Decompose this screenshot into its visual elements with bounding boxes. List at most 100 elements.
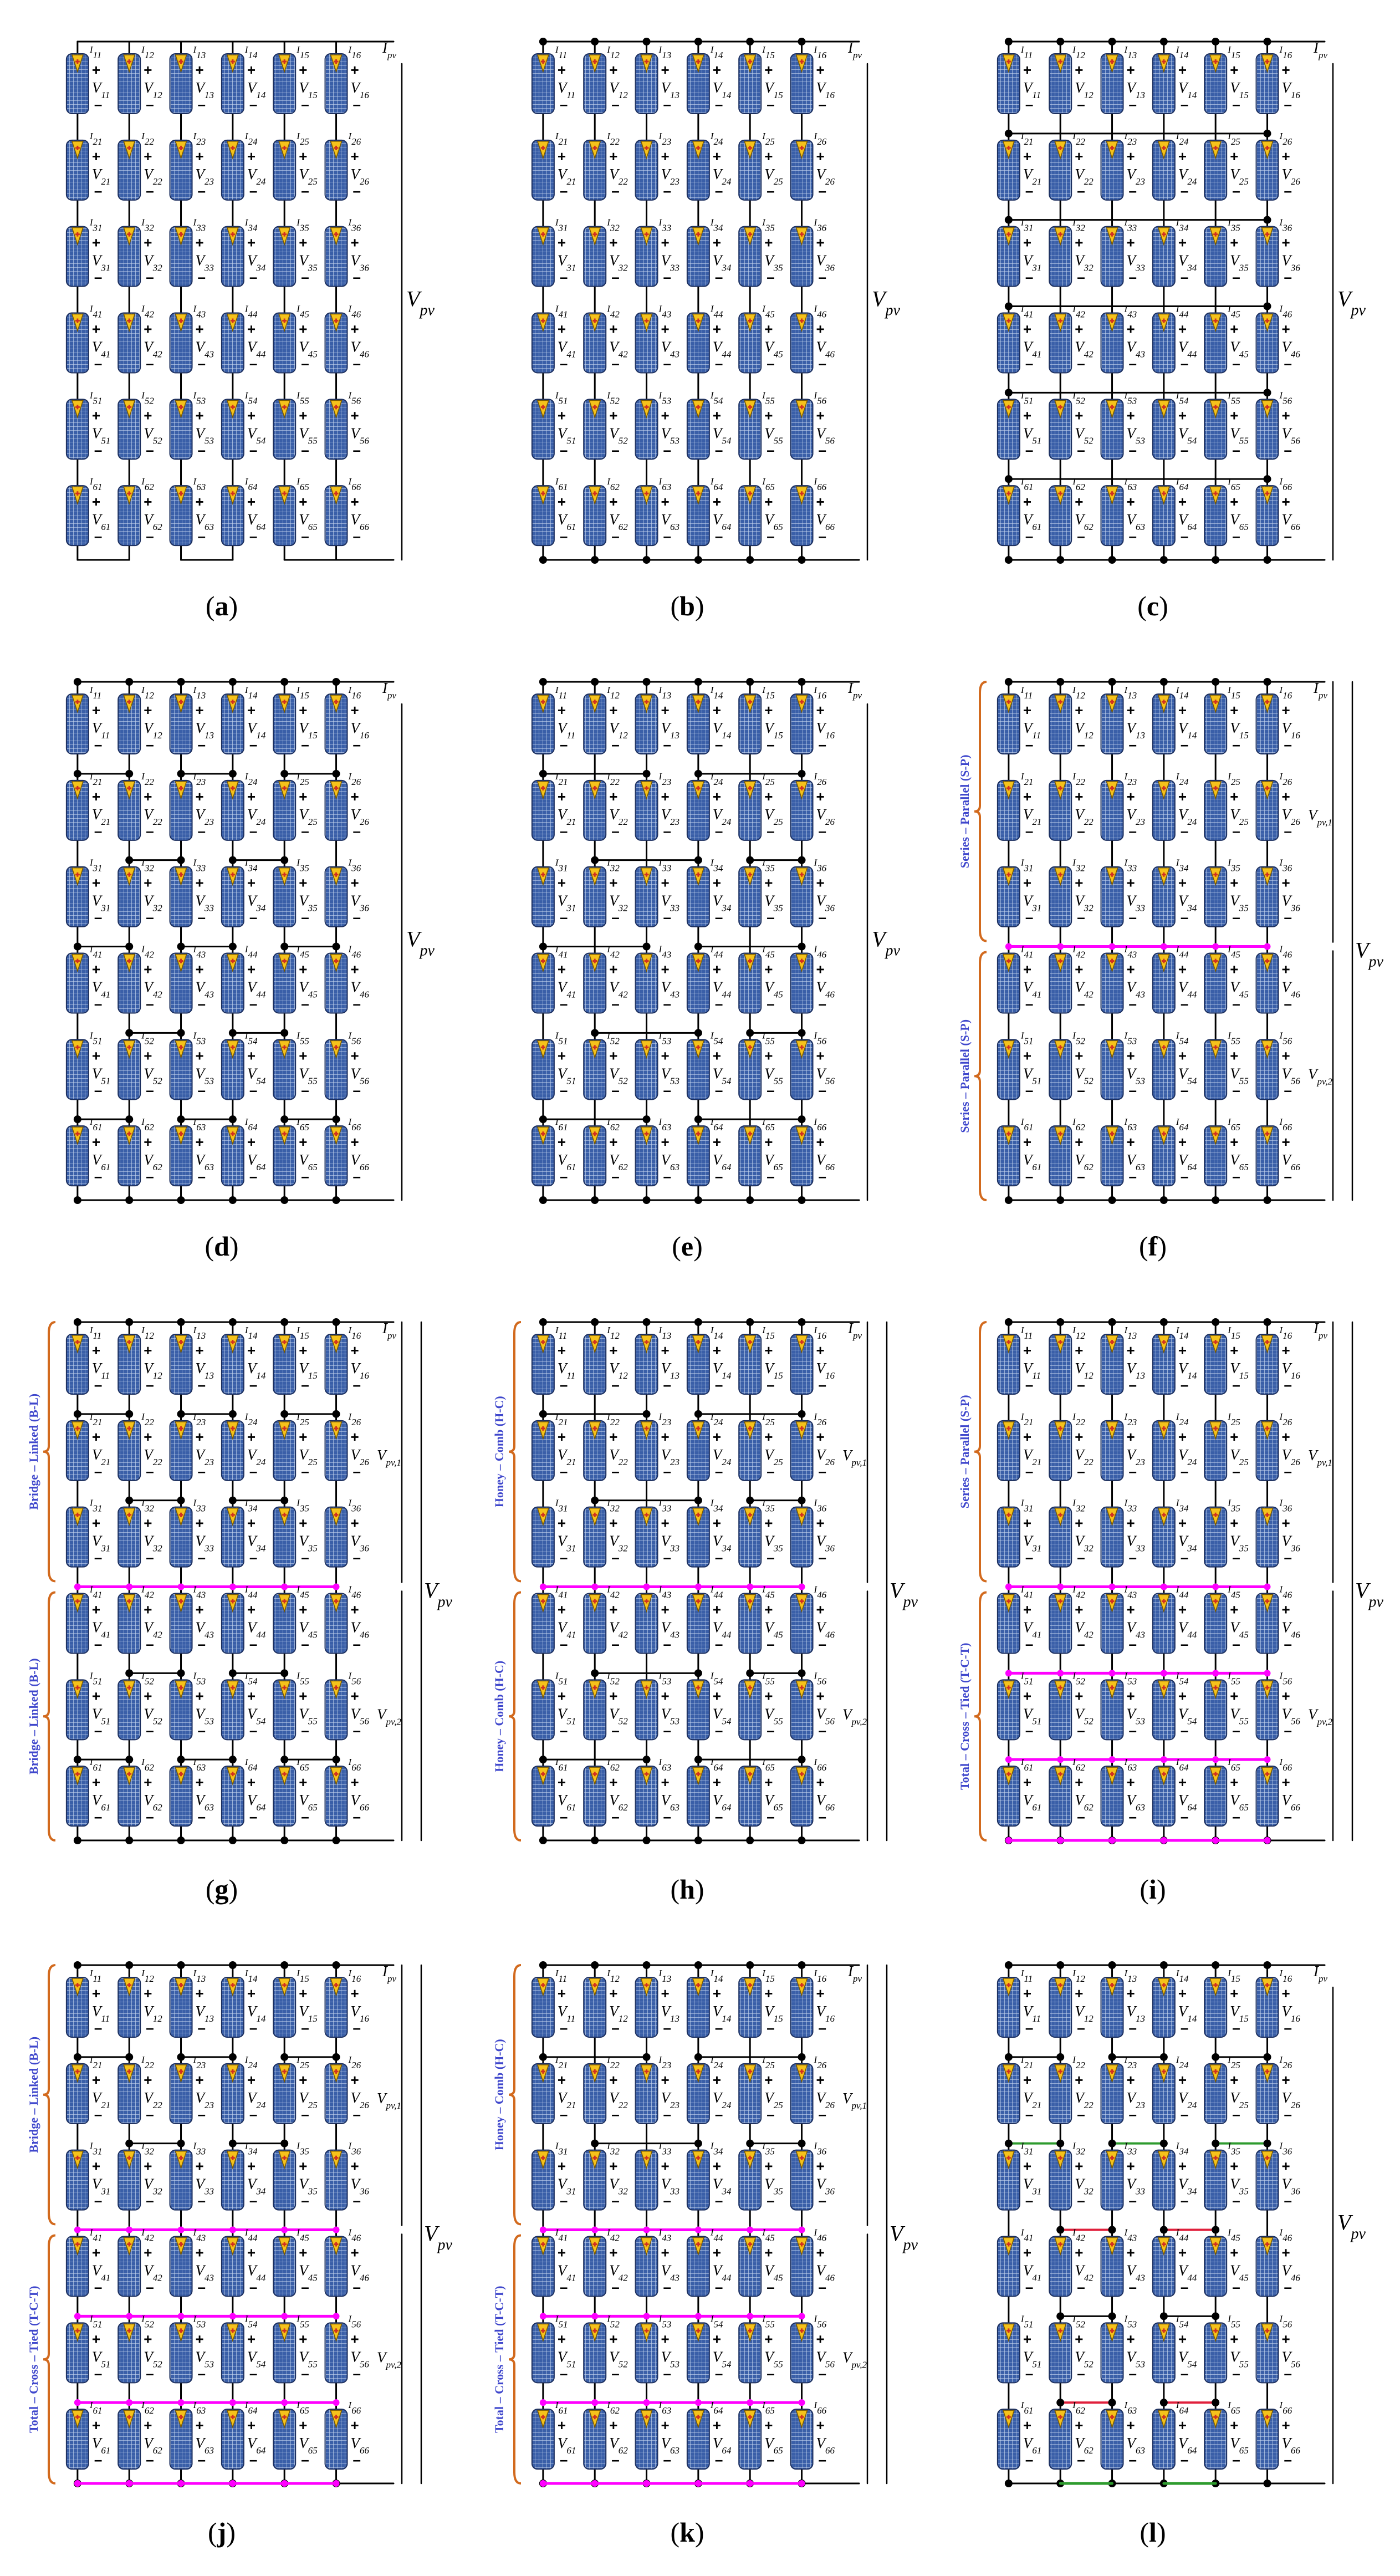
module-current-label: I26 xyxy=(814,2054,827,2070)
module-current-label: I61 xyxy=(1020,1116,1034,1133)
minus-sign: – xyxy=(715,1722,723,1738)
minus-sign: – xyxy=(715,96,723,113)
plus-sign: + xyxy=(558,2245,566,2261)
junction-dot xyxy=(1108,38,1116,45)
minus-sign: – xyxy=(146,1549,154,1566)
plus-sign: + xyxy=(1023,1134,1031,1150)
module-cells xyxy=(273,485,297,547)
module-current-label: I15 xyxy=(762,1325,775,1341)
junction-dot xyxy=(591,678,599,686)
module-current-label: I12 xyxy=(606,685,620,701)
minus-sign: – xyxy=(353,1808,361,1825)
plus-sign: + xyxy=(351,2158,359,2175)
pv-module xyxy=(169,1977,193,2038)
plus-sign: + xyxy=(764,2158,773,2175)
group-label: Total – Cross – Tied (T-C-T) xyxy=(492,2286,506,2433)
minus-sign: – xyxy=(1025,1168,1033,1185)
minus-sign: – xyxy=(301,1168,309,1185)
plus-sign: + xyxy=(661,234,670,251)
minus-sign: – xyxy=(94,441,102,458)
minus-sign: – xyxy=(663,2106,671,2123)
junction-dot xyxy=(228,678,237,686)
plus-sign: + xyxy=(1178,1342,1187,1359)
minus-sign: – xyxy=(819,823,826,839)
minus-sign: – xyxy=(249,823,257,839)
junction-dot xyxy=(1004,1961,1013,1969)
pv-module xyxy=(169,693,193,754)
module-voltage-label: V36 xyxy=(351,892,370,914)
pv-module xyxy=(169,952,193,1014)
plus-sign: + xyxy=(299,702,307,718)
module-current-label: I31 xyxy=(1020,217,1034,233)
module-cells xyxy=(1152,53,1176,114)
module-current-label: I44 xyxy=(1176,304,1189,320)
minus-sign: – xyxy=(767,736,774,753)
minus-sign: – xyxy=(663,1463,671,1480)
plus-sign: + xyxy=(816,1985,825,2002)
module-voltage-label: V53 xyxy=(196,1065,214,1086)
plus-sign: + xyxy=(764,62,773,78)
pv-module xyxy=(221,485,244,547)
plus-sign: + xyxy=(661,1429,670,1445)
module-cells xyxy=(65,226,89,287)
module-current-label: I14 xyxy=(244,44,258,60)
module-current-label: I26 xyxy=(1279,2054,1292,2070)
sub-array-voltage-label: Vpv,2 xyxy=(842,2349,867,2370)
pv-module xyxy=(117,693,141,754)
pv-module xyxy=(1100,2063,1124,2124)
minus-sign: – xyxy=(1129,736,1137,753)
module-voltage-label: V13 xyxy=(661,79,680,100)
minus-sign: – xyxy=(1284,2365,1292,2381)
module-current-label: I44 xyxy=(710,304,723,320)
minus-sign: – xyxy=(249,182,257,199)
module-voltage-label: V54 xyxy=(713,425,732,446)
junction-dot xyxy=(126,2313,133,2320)
junction-dot xyxy=(1212,943,1219,950)
plus-sign: + xyxy=(247,1687,256,1704)
plus-sign: + xyxy=(661,875,670,891)
junction-dot xyxy=(1160,1583,1167,1590)
minus-sign: – xyxy=(767,96,774,113)
junction-dot xyxy=(591,1196,599,1204)
module-voltage-label: V46 xyxy=(816,339,835,360)
module-current-label: I16 xyxy=(348,685,361,701)
module-cells xyxy=(997,53,1020,114)
minus-sign: – xyxy=(146,269,154,285)
pv-module xyxy=(738,312,762,374)
pv-module xyxy=(1204,312,1228,374)
plus-sign: + xyxy=(816,62,825,78)
module-current-label: I62 xyxy=(1072,1116,1085,1133)
junction-dot xyxy=(333,2226,340,2233)
plus-sign: + xyxy=(661,148,670,165)
pv-module xyxy=(790,1766,814,1827)
pv-module xyxy=(169,1506,193,1568)
module-current-label: I64 xyxy=(244,1757,258,1773)
plus-sign: + xyxy=(609,2072,617,2088)
junction-dot xyxy=(1056,2226,1065,2234)
plus-sign: + xyxy=(144,2158,152,2175)
plus-sign: + xyxy=(196,1687,204,1704)
pv-module xyxy=(531,1506,555,1568)
minus-sign: – xyxy=(1232,2019,1240,2036)
module-current-label: I44 xyxy=(244,944,258,960)
junction-dot xyxy=(694,2313,702,2320)
module-cells xyxy=(169,1039,193,1100)
module-voltage-label: V63 xyxy=(661,511,680,532)
minus-sign: – xyxy=(1232,823,1240,839)
plus-sign: + xyxy=(247,961,256,978)
minus-sign: – xyxy=(767,182,774,199)
plus-sign: + xyxy=(1282,788,1290,805)
plus-sign: + xyxy=(764,1687,773,1704)
pv-module xyxy=(1152,53,1176,114)
pv-module xyxy=(273,485,297,547)
plus-sign: + xyxy=(1127,875,1135,891)
panel-i: I11+V11–I12+V12–I13+V13–I14+V14–I15+V15–… xyxy=(958,1318,1383,1905)
plus-sign: + xyxy=(764,2245,773,2261)
junction-dot xyxy=(1108,1583,1116,1590)
minus-sign: – xyxy=(1129,269,1137,285)
sub-array-voltage-label: Vpv,1 xyxy=(1308,807,1332,828)
module-voltage-label: V15 xyxy=(299,720,318,741)
plus-sign: + xyxy=(196,1985,204,2002)
minus-sign: – xyxy=(560,2192,568,2209)
pv-module xyxy=(583,1125,607,1187)
